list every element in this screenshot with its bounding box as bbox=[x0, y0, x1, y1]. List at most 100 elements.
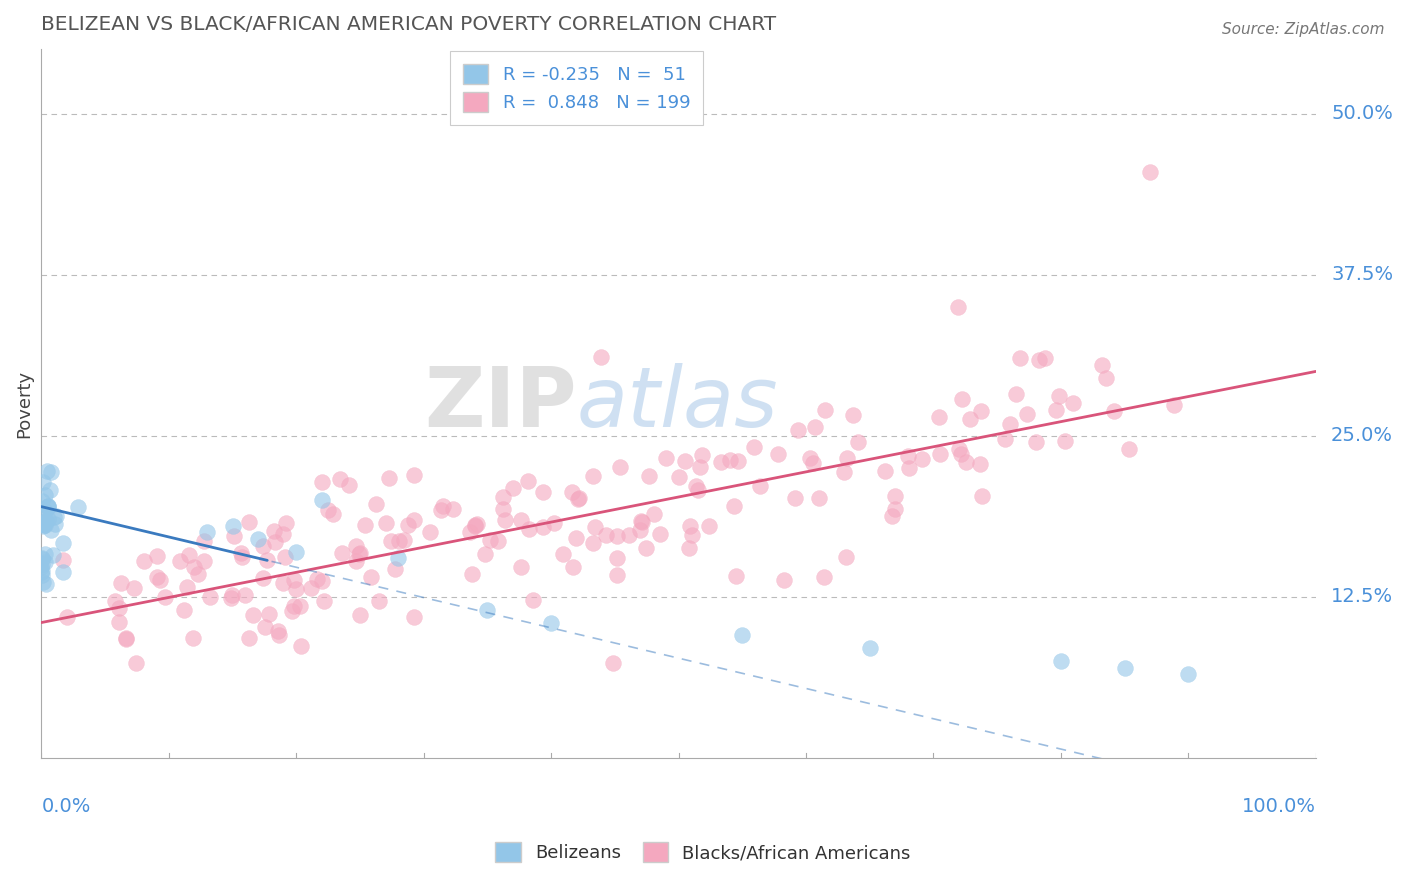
Point bbox=[146, 549, 169, 563]
Point bbox=[346, 554, 368, 568]
Point bbox=[378, 471, 401, 485]
Point bbox=[195, 525, 218, 540]
Point bbox=[697, 519, 720, 533]
Point bbox=[31, 551, 53, 566]
Point bbox=[516, 474, 538, 488]
Point bbox=[561, 485, 583, 500]
Point bbox=[32, 475, 55, 490]
Point bbox=[264, 535, 287, 549]
Point bbox=[402, 610, 425, 624]
Point bbox=[45, 508, 67, 523]
Point bbox=[283, 574, 305, 588]
Point bbox=[221, 519, 243, 533]
Point bbox=[354, 518, 377, 533]
Point bbox=[835, 549, 858, 564]
Point bbox=[742, 441, 765, 455]
Point bbox=[149, 573, 172, 587]
Point bbox=[274, 516, 297, 530]
Point bbox=[252, 570, 274, 584]
Point bbox=[785, 491, 807, 506]
Point bbox=[31, 564, 53, 578]
Point bbox=[814, 403, 837, 417]
Point bbox=[271, 526, 294, 541]
Point bbox=[679, 519, 702, 533]
Point bbox=[183, 560, 205, 574]
Point bbox=[114, 631, 136, 645]
Point bbox=[959, 412, 981, 426]
Point bbox=[565, 531, 588, 545]
Point bbox=[477, 602, 499, 616]
Point bbox=[301, 581, 323, 595]
Point bbox=[950, 392, 973, 406]
Text: 12.5%: 12.5% bbox=[1331, 587, 1393, 607]
Point bbox=[994, 432, 1017, 446]
Point bbox=[543, 516, 565, 531]
Point bbox=[37, 500, 59, 514]
Point bbox=[710, 455, 733, 469]
Point bbox=[955, 455, 977, 469]
Point bbox=[238, 631, 260, 645]
Point bbox=[491, 490, 513, 504]
Point bbox=[108, 615, 131, 630]
Point bbox=[1118, 442, 1140, 456]
Point bbox=[873, 464, 896, 478]
Point bbox=[39, 523, 62, 537]
Point bbox=[35, 464, 58, 478]
Point bbox=[396, 517, 419, 532]
Point bbox=[288, 599, 311, 613]
Point bbox=[606, 568, 628, 582]
Point bbox=[804, 420, 827, 434]
Point bbox=[51, 565, 73, 579]
Point bbox=[34, 488, 56, 502]
Point bbox=[502, 481, 524, 495]
Point bbox=[773, 573, 796, 587]
Point bbox=[1163, 398, 1185, 412]
Point bbox=[281, 604, 304, 618]
Point bbox=[122, 581, 145, 595]
Point bbox=[1008, 351, 1031, 366]
Point bbox=[267, 624, 290, 639]
Point bbox=[115, 632, 138, 647]
Point bbox=[630, 515, 652, 529]
Text: Source: ZipAtlas.com: Source: ZipAtlas.com bbox=[1222, 22, 1385, 37]
Point bbox=[44, 510, 66, 524]
Point bbox=[322, 508, 344, 522]
Point bbox=[34, 547, 56, 561]
Point bbox=[1025, 435, 1047, 450]
Point bbox=[1050, 654, 1073, 668]
Point bbox=[219, 591, 242, 606]
Point bbox=[347, 547, 370, 561]
Point bbox=[568, 491, 591, 505]
Point bbox=[630, 524, 652, 538]
Point bbox=[32, 518, 55, 533]
Point bbox=[181, 631, 204, 645]
Point bbox=[591, 350, 613, 364]
Point bbox=[1028, 352, 1050, 367]
Point bbox=[949, 447, 972, 461]
Point bbox=[419, 524, 441, 539]
Point bbox=[441, 502, 464, 516]
Point bbox=[1033, 351, 1056, 365]
Legend: Belizeans, Blacks/African Americans: Belizeans, Blacks/African Americans bbox=[488, 835, 918, 870]
Text: ZIP: ZIP bbox=[425, 363, 576, 444]
Point bbox=[285, 582, 308, 597]
Point bbox=[582, 536, 605, 550]
Point bbox=[882, 509, 904, 524]
Point bbox=[799, 450, 821, 465]
Point bbox=[634, 541, 657, 555]
Point bbox=[387, 551, 409, 566]
Point bbox=[146, 570, 169, 584]
Point bbox=[311, 475, 333, 489]
Point bbox=[271, 576, 294, 591]
Point bbox=[948, 300, 970, 314]
Text: 25.0%: 25.0% bbox=[1331, 426, 1393, 445]
Point bbox=[374, 516, 396, 530]
Point bbox=[125, 656, 148, 670]
Point bbox=[187, 566, 209, 581]
Point bbox=[553, 548, 575, 562]
Point bbox=[39, 483, 62, 498]
Point bbox=[42, 549, 65, 563]
Point bbox=[540, 615, 562, 630]
Point bbox=[801, 456, 824, 470]
Point bbox=[337, 477, 360, 491]
